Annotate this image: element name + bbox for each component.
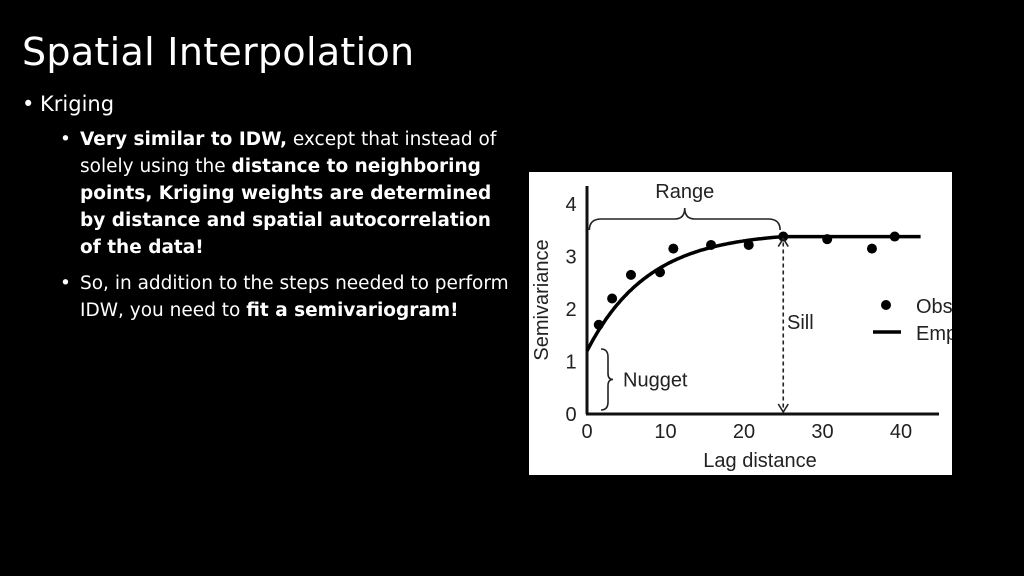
bullet-kriging: • Kriging xyxy=(22,92,114,116)
observed-point xyxy=(743,239,754,250)
x-tick-label: 20 xyxy=(733,421,755,443)
observed-point xyxy=(593,319,604,330)
text-so: So, in addition to the steps needed to p… xyxy=(80,273,509,321)
nugget-brace xyxy=(600,348,614,411)
semivariogram-svg: 0 10 20 30 40 0 1 2 3 4 Lag distance Semivariance… xyxy=(531,181,1003,472)
bold-fit: fit a semivariogram! xyxy=(246,300,459,321)
bold-very-similar: Very similar to IDW, xyxy=(80,129,287,150)
tick-labels: 0 10 20 30 40 0 1 2 3 4 xyxy=(565,194,912,443)
observed-points xyxy=(593,231,900,330)
sill-arrow xyxy=(777,237,789,414)
chart-axes xyxy=(585,186,939,416)
observed-point xyxy=(822,234,833,245)
observed-point xyxy=(655,267,666,278)
sub-bullet-idw: • Very similar to IDW, except that inste… xyxy=(60,126,510,261)
bold-distance: distance to neighboring points, Kriging … xyxy=(80,156,492,258)
bullet-kriging-text: Kriging xyxy=(40,92,115,116)
nugget-label: Nugget xyxy=(623,370,688,392)
x-tick-label: 30 xyxy=(811,421,833,443)
y-axis-label: Semivariance xyxy=(531,239,553,360)
semivariogram-chart: 0 10 20 30 40 0 1 2 3 4 Lag distance Semivariance… xyxy=(529,172,1003,475)
sub-bullet-idw-text: Very similar to IDW, except that instead… xyxy=(80,126,510,261)
y-tick-label: 3 xyxy=(565,247,576,269)
y-tick-label: 0 xyxy=(565,404,576,426)
x-tick-label: 10 xyxy=(654,421,676,443)
y-tick-label: 1 xyxy=(565,352,576,374)
x-tick-label: 40 xyxy=(890,421,912,443)
legend-observed-label: Observed xyxy=(916,296,952,318)
sub-bullet-semivariogram-text: So, in addition to the steps needed to p… xyxy=(80,270,510,324)
sill-arrow-head xyxy=(777,237,789,247)
observed-point xyxy=(778,231,789,242)
legend-observed-marker xyxy=(881,300,891,310)
x-tick-label: 0 xyxy=(581,421,592,443)
observed-point xyxy=(668,243,679,254)
text-except: except that instead of solely using the xyxy=(80,129,497,177)
y-tick-label: 2 xyxy=(565,299,576,321)
sill-arrow-head xyxy=(777,403,789,414)
bullet-dot: • xyxy=(60,273,71,294)
sill-label: Sill xyxy=(787,312,814,334)
observed-point xyxy=(866,243,877,254)
observed-point xyxy=(889,231,900,242)
legend-empirical-label: Empirical xyxy=(916,323,952,345)
bullet-dot: • xyxy=(22,92,35,116)
slide-title: Spatial Interpolation xyxy=(22,30,415,74)
range-label: Range xyxy=(655,181,714,203)
y-tick-label: 4 xyxy=(565,194,576,216)
legend: Observed Empirical xyxy=(873,296,1003,345)
range-brace xyxy=(588,207,781,231)
observed-point xyxy=(625,269,636,280)
observed-point xyxy=(706,239,717,250)
observed-point xyxy=(607,293,618,304)
bullet-dot: • xyxy=(60,129,71,150)
x-axis-label: Lag distance xyxy=(703,450,816,472)
empirical-curve xyxy=(585,234,921,352)
sub-bullet-semivariogram: • So, in addition to the steps needed to… xyxy=(60,270,510,324)
